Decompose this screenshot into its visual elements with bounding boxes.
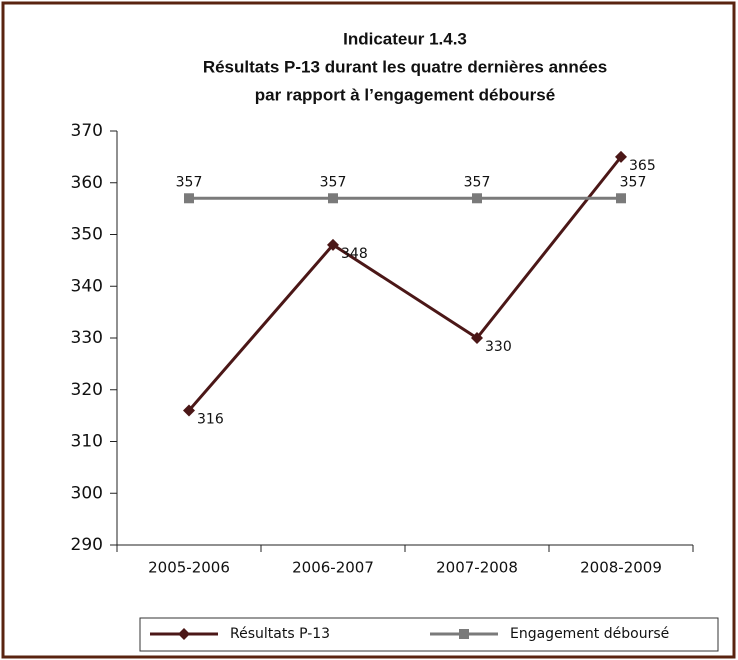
point [471,332,483,344]
x-tick-label: 2007-2008 [436,559,518,577]
legend-box [139,617,719,652]
data-label: 357 [620,174,647,190]
y-tick-label: 320 [71,380,103,400]
series-line [187,155,623,412]
x-tick-label: 2008-2009 [580,559,662,577]
point [615,150,627,163]
y-tick-label: 290 [71,535,103,555]
data-label: 357 [464,174,491,190]
y-tick-label: 360 [71,173,103,193]
y-tick-label: 370 [71,121,103,141]
legend-marker [459,629,469,639]
data-label: 316 [197,411,224,427]
point [616,193,626,204]
point [183,404,195,417]
legend-marker [178,628,190,640]
point [184,193,194,204]
data-label: 365 [629,158,656,174]
chart-title: Résultats P-13 durant les quatre dernièr… [203,57,607,76]
data-label: 348 [341,246,368,262]
chart-title: par rapport à l’engagement déboursé [255,85,555,104]
legend-label: Résultats P-13 [230,626,330,642]
y-tick-label: 310 [71,432,103,452]
y-tick-label: 340 [71,276,103,296]
point [327,238,339,251]
chart-title: Indicateur 1.4.3 [343,29,467,48]
y-tick-label: 300 [71,483,103,503]
y-tick-label: 350 [71,225,103,245]
x-tick-label: 2005-2006 [148,559,230,577]
x-tick-label: 2006-2007 [292,559,374,577]
point [328,193,338,204]
data-label: 357 [176,174,203,190]
legend-label: Engagement déboursé [510,626,669,642]
data-label: 330 [485,339,512,355]
point [472,193,482,204]
data-label: 357 [320,174,347,190]
y-tick-label: 330 [71,328,103,348]
